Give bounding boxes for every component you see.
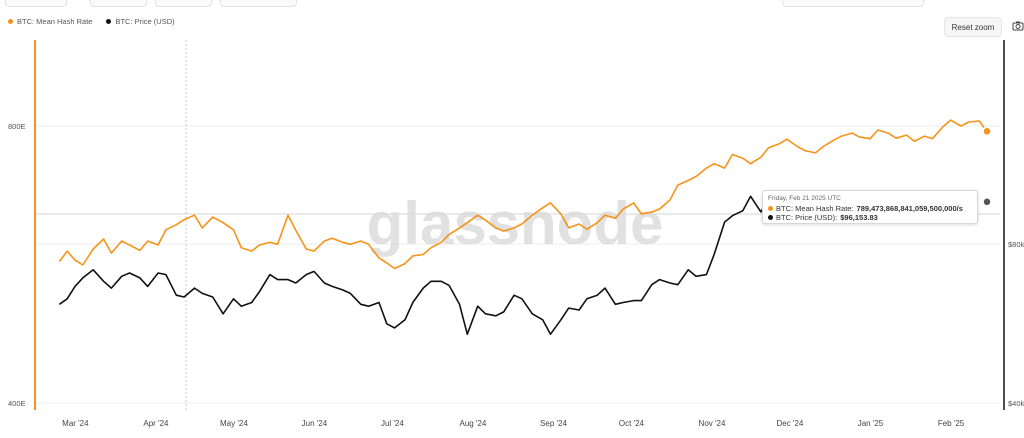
- x-tick-label-8: Nov '24: [699, 419, 726, 428]
- tooltip-date: Friday, Feb 21 2025 UTC: [768, 195, 841, 202]
- top-filter-strip: [0, 0, 1024, 8]
- x-tick-label-6: Sep '24: [540, 419, 567, 428]
- legend-label-hash-rate: BTC: Mean Hash Rate: [17, 17, 93, 26]
- legend-label-price: BTC: Price (USD): [115, 17, 175, 26]
- tooltip-label-price: BTC: Price (USD):: [776, 213, 838, 222]
- right-axis-tick-label-1: $40k: [1008, 399, 1024, 408]
- right-axis-tick-label-0: $80k: [1008, 240, 1024, 249]
- x-tick-label-10: Jan '25: [858, 419, 884, 428]
- top-filter-pill-4[interactable]: [220, 0, 297, 7]
- x-tick-label-3: Jun '24: [302, 419, 328, 428]
- chart-legend: BTC: Mean Hash Rate BTC: Price (USD): [8, 17, 175, 26]
- left-axis-tick-label-1: 400E: [8, 399, 26, 408]
- watermark-text: glassnode: [367, 190, 664, 257]
- tooltip-value-price: $96,153.83: [840, 213, 878, 222]
- series-line-hash-rate: [58, 119, 988, 270]
- legend-item-price[interactable]: BTC: Price (USD): [106, 17, 175, 26]
- legend-item-hash-rate[interactable]: BTC: Mean Hash Rate: [8, 17, 92, 26]
- camera-icon[interactable]: [1012, 20, 1024, 32]
- tooltip-swatch-price: [768, 215, 773, 220]
- tooltip-row-price: BTC: Price (USD): $96,153.83: [768, 213, 972, 222]
- legend-swatch-price: [106, 19, 112, 24]
- hover-marker-hash-rate: [982, 126, 992, 137]
- top-filter-pill-3[interactable]: [155, 0, 212, 7]
- tooltip-row-hash-rate: BTC: Mean Hash Rate: 789,473,868,841,059…: [768, 204, 972, 213]
- series-line-price: [58, 195, 770, 335]
- legend-swatch-hash-rate: [8, 19, 13, 24]
- hover-marker-price: [982, 197, 992, 207]
- x-tick-label-5: Aug '24: [459, 419, 486, 428]
- x-tick-label-1: Apr '24: [143, 419, 169, 428]
- left-axis-tick-label-0: 800E: [8, 122, 26, 131]
- tooltip-swatch-hash-rate: [768, 206, 773, 211]
- x-tick-label-11: Feb '25: [938, 419, 965, 428]
- x-tick-label-9: Dec '24: [777, 419, 804, 428]
- top-filter-pill-1[interactable]: [5, 0, 67, 7]
- top-search-field[interactable]: [782, 0, 924, 7]
- x-tick-label-2: May '24: [220, 419, 248, 428]
- reset-zoom-button[interactable]: Reset zoom: [944, 17, 1002, 37]
- x-tick-label-7: Oct '24: [619, 419, 645, 428]
- tooltip-label-hash-rate: BTC: Mean Hash Rate:: [776, 204, 854, 213]
- tooltip-value-hash-rate: 789,473,868,841,059,500,000/s: [856, 204, 963, 213]
- hover-tooltip: Friday, Feb 21 2025 UTC BTC: Mean Hash R…: [762, 190, 978, 224]
- top-filter-pill-2[interactable]: [90, 0, 147, 7]
- x-tick-label-0: Mar '24: [62, 419, 89, 428]
- x-tick-label-4: Jul '24: [381, 419, 404, 428]
